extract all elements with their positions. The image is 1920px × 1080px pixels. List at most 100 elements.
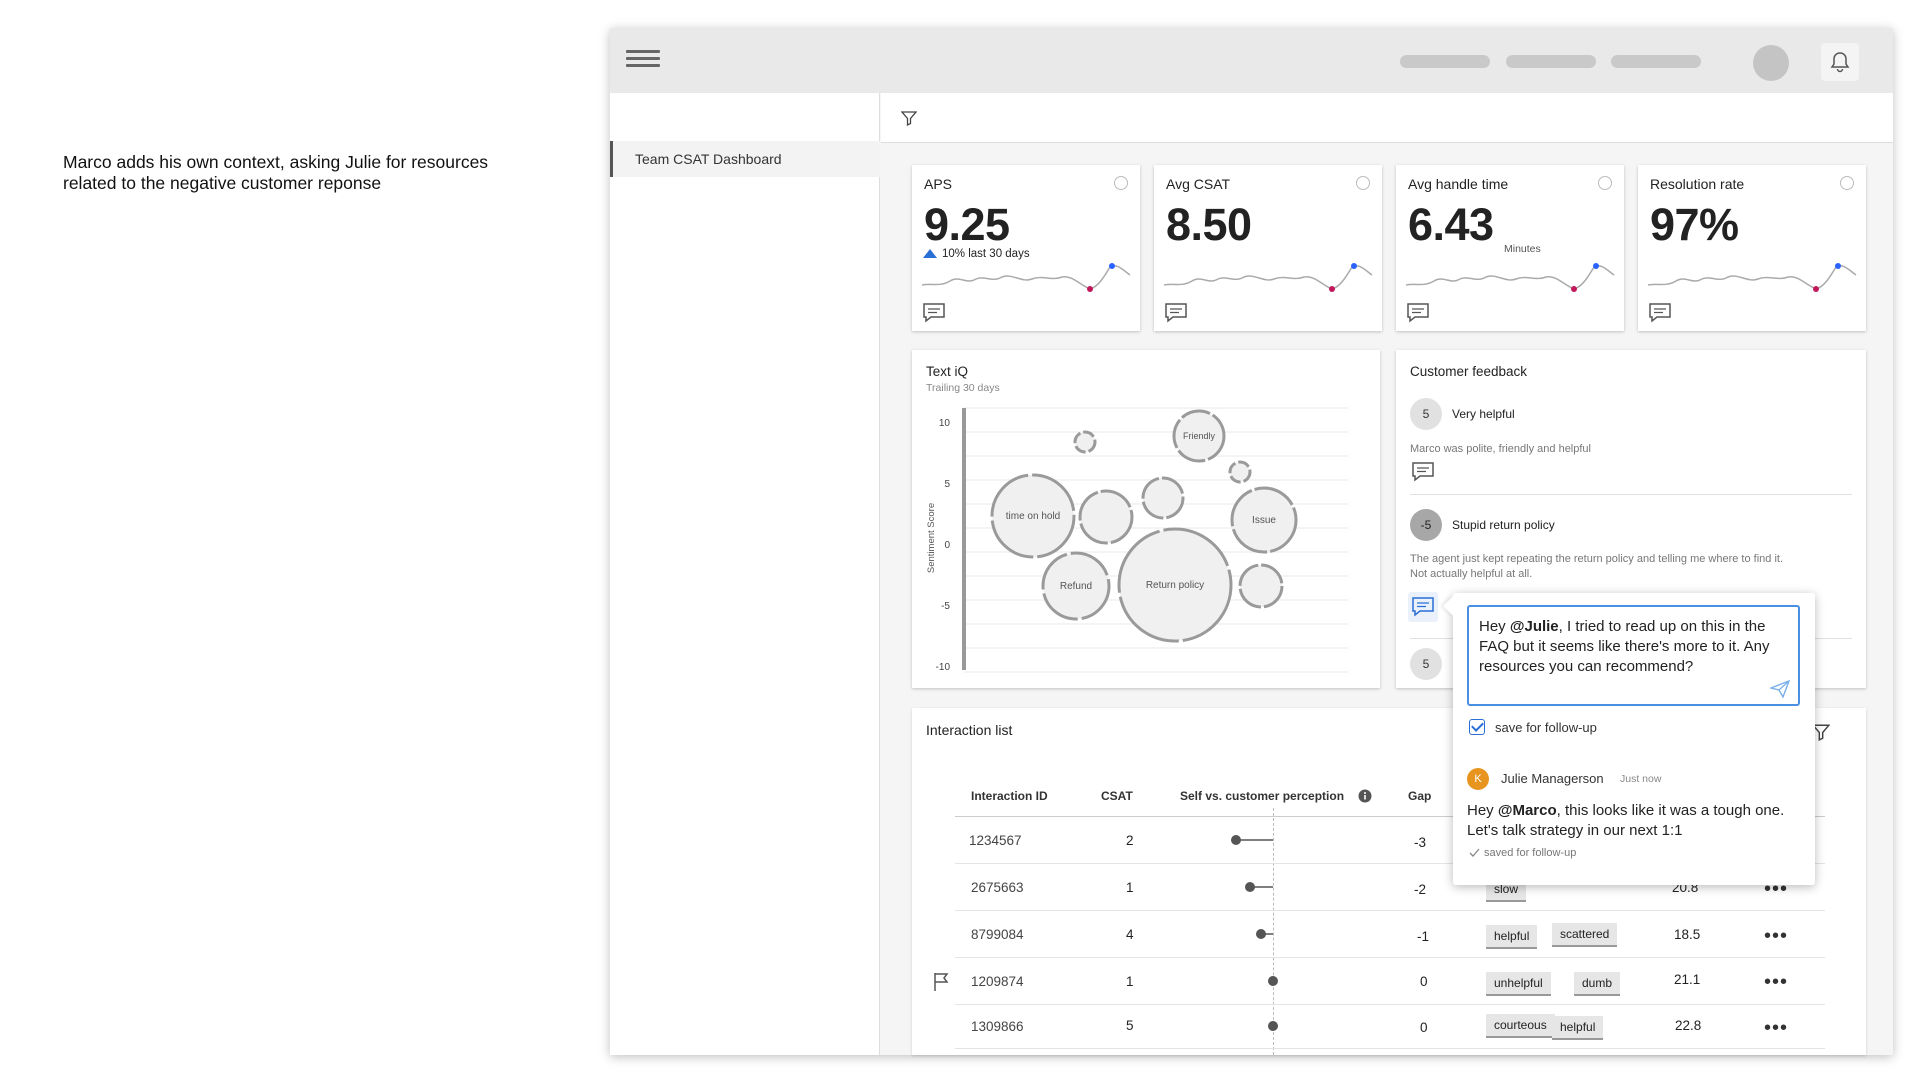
row-more-button[interactable]: ••• (1764, 925, 1789, 947)
top-bar (610, 28, 1893, 93)
comment-button-active[interactable] (1408, 592, 1438, 622)
kpi-select-radio[interactable] (1114, 176, 1128, 190)
table-cell-id[interactable]: 8799084 (971, 927, 1024, 942)
row-more-button[interactable]: ••• (1764, 971, 1789, 993)
reply-saved-label: saved for follow-up (1484, 847, 1577, 859)
comment-text-prefix: Hey (1479, 618, 1510, 635)
mention-marco[interactable]: @Marco (1497, 802, 1557, 819)
nav-placeholder-3[interactable] (1611, 55, 1701, 68)
y-tick-minus-5: -5 (941, 601, 950, 612)
reply-text-rest: , this looks like it was a tough one. Le… (1467, 802, 1785, 839)
column-header-gap[interactable]: Gap (1408, 789, 1432, 803)
feedback-text-line-1: The agent just kept repeating the return… (1410, 553, 1783, 565)
perception-baseline (1273, 808, 1274, 1055)
trend-up-icon (923, 249, 937, 258)
feedback-title: Stupid return policy (1452, 518, 1555, 532)
column-header-perception[interactable]: Self vs. customer perception (1180, 789, 1345, 803)
reply-timestamp: Just now (1620, 773, 1662, 785)
flag-icon[interactable] (932, 972, 950, 992)
sparkline (1406, 263, 1615, 292)
kpi-card-avg-csat[interactable]: Avg CSAT 8.50 (1154, 165, 1382, 331)
tag[interactable]: scattered (1552, 923, 1618, 947)
bell-icon (1830, 52, 1850, 73)
bubble-time-on-hold (990, 473, 1076, 559)
notification-button[interactable] (1821, 43, 1859, 81)
y-tick-5: 5 (944, 479, 950, 490)
filter-icon[interactable] (1812, 723, 1830, 741)
save-follow-up-checkbox[interactable] (1469, 719, 1485, 735)
comment-popover: Hey @Julie, I tried to read up on this i… (1443, 593, 1815, 885)
perception-dumbbell (1268, 976, 1278, 986)
table-cell-csat: 1 (1126, 974, 1134, 989)
sidebar-item-team-csat-dashboard[interactable]: Team CSAT Dashboard (610, 141, 880, 177)
table-cell-csat: 4 (1126, 927, 1134, 942)
info-icon[interactable] (1358, 789, 1372, 803)
sidebar: Team CSAT Dashboard (610, 93, 880, 1055)
check-icon (1469, 848, 1480, 857)
table-cell-gap: 0 (1420, 1020, 1428, 1035)
comment-icon[interactable] (923, 303, 945, 323)
table-cell-value: 22.8 (1675, 1018, 1702, 1033)
tag[interactable]: dumb (1574, 972, 1621, 996)
table-cell-id[interactable]: 1234567 (969, 833, 1022, 848)
comment-icon[interactable] (1412, 462, 1434, 482)
tag[interactable]: courteous (1486, 1014, 1555, 1038)
mention-julie[interactable]: @Julie (1509, 618, 1559, 635)
bubble-label-refund: Refund (1060, 581, 1092, 592)
tag[interactable]: helpful (1552, 1016, 1604, 1040)
bubble-label-time-on-hold: time on hold (1006, 511, 1060, 522)
kpi-card-aps[interactable]: APS 9.25 10% last 30 days (912, 165, 1140, 331)
save-follow-up-row[interactable]: save for follow-up (1469, 719, 1597, 735)
kpi-unit-label: Minutes (1504, 243, 1541, 255)
comment-input[interactable]: Hey @Julie, I tried to read up on this i… (1467, 605, 1800, 706)
nav-placeholder-1[interactable] (1400, 55, 1490, 68)
row-more-button[interactable]: ••• (1764, 1017, 1789, 1039)
kpi-value: 6.43 (1408, 199, 1494, 250)
y-tick-0: 0 (944, 540, 950, 551)
kpi-value: 9.25 (924, 199, 1010, 250)
tag[interactable]: unhelpful (1486, 972, 1551, 996)
bubble-label-return-policy: Return policy (1146, 580, 1204, 591)
table-cell-value: 21.1 (1674, 972, 1701, 987)
text-iq-panel: Text iQ Trailing 30 days 10 5 0 -5 -10 S… (912, 350, 1380, 688)
panel-title: Interaction list (926, 722, 1013, 738)
tag[interactable]: helpful (1486, 925, 1538, 949)
perception-dumbbell (1245, 882, 1273, 892)
row-more-button[interactable]: ••• (1764, 878, 1789, 900)
comment-icon[interactable] (1649, 303, 1671, 323)
bubble-mid-1 (1078, 489, 1134, 545)
comment-icon[interactable] (1407, 303, 1429, 323)
y-tick-10: 10 (939, 418, 951, 429)
filter-bar (881, 93, 1893, 143)
bubble-mid-2 (1141, 476, 1185, 520)
feedback-divider (1410, 494, 1852, 495)
table-cell-id[interactable]: 2675663 (971, 880, 1024, 895)
column-header-interaction-id[interactable]: Interaction ID (971, 789, 1048, 803)
table-cell-csat: 1 (1126, 880, 1134, 895)
perception-dumbbell (1231, 835, 1273, 845)
kpi-select-radio[interactable] (1356, 176, 1370, 190)
reply-author: Julie Managerson (1501, 771, 1604, 786)
column-header-csat[interactable]: CSAT (1101, 789, 1133, 803)
table-cell-id[interactable]: 1209874 (971, 974, 1024, 989)
reply-saved-status: saved for follow-up (1469, 847, 1576, 859)
hamburger-menu-icon[interactable] (626, 50, 660, 70)
filter-icon[interactable] (901, 110, 917, 126)
kpi-select-radio[interactable] (1840, 176, 1854, 190)
bubble-small-top (1073, 430, 1097, 454)
nav-placeholder-2[interactable] (1506, 55, 1596, 68)
comment-icon[interactable] (1165, 303, 1187, 323)
row-divider (955, 1004, 1825, 1005)
table-cell-value: 18.5 (1674, 927, 1701, 942)
kpi-card-resolution-rate[interactable]: Resolution rate 97% (1638, 165, 1866, 331)
kpi-select-radio[interactable] (1598, 176, 1612, 190)
table-cell-id[interactable]: 1309866 (971, 1019, 1024, 1034)
kpi-title: Avg CSAT (1166, 176, 1231, 192)
sparkline (1164, 263, 1373, 292)
send-icon[interactable] (1770, 680, 1790, 698)
kpi-card-avg-handle-time[interactable]: Avg handle time 6.43 Minutes (1396, 165, 1624, 331)
panel-subtitle: Trailing 30 days (926, 382, 1000, 394)
feedback-score-badge: 5 (1410, 648, 1442, 680)
user-avatar[interactable] (1753, 45, 1789, 81)
sparkline (1648, 263, 1857, 292)
